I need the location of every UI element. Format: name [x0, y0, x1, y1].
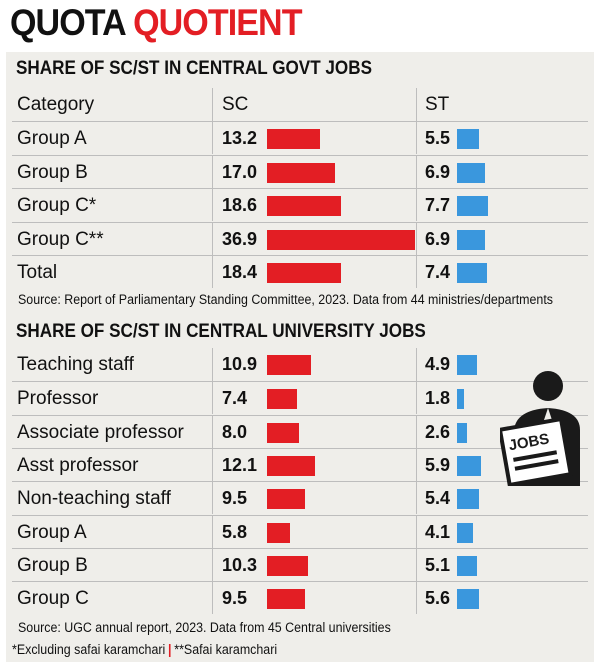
st-column-header: ST [425, 94, 450, 115]
st-bar [457, 162, 485, 183]
st-value-label: 5.4 [425, 488, 451, 509]
sc-value-label: 10.3 [222, 554, 258, 575]
sc-bar [267, 162, 335, 183]
sc-value-label: 5.8 [222, 521, 248, 542]
st-bar [457, 522, 474, 543]
footnote-safai: **Safai karamchari [174, 642, 278, 657]
table-row: Group C* 18.6 7.7 [12, 188, 588, 221]
govt-jobs-source: Source: Report of Parliamentary Standing… [18, 292, 553, 307]
govt-jobs-header-row: Category SC ST [12, 88, 588, 121]
st-value-label: 6.9 [425, 161, 451, 182]
table-row: Group B 10.3 5.1 [12, 547, 588, 581]
st-value-label: 4.9 [425, 354, 451, 374]
row-category: Group B [17, 554, 88, 576]
st-value-label: 5.9 [425, 454, 451, 475]
sc-column-header: SC [222, 94, 249, 115]
table-row: Group B 17.0 6.9 [12, 154, 588, 188]
sc-value-label: 9.5 [222, 588, 248, 609]
table-row: Total 18.4 7.4 [12, 255, 588, 288]
st-bar [457, 129, 479, 149]
st-bar [457, 196, 488, 216]
footnotes: *Excluding safai karamchari | **Safai kara… [12, 642, 277, 657]
footnote-separator: | [168, 642, 172, 657]
sc-bar [267, 589, 305, 610]
st-value-label: 5.5 [425, 128, 451, 148]
sc-value-label: 10.9 [222, 354, 258, 374]
govt-jobs-panel: SHARE OF SC/ST IN CENTRAL GOVT JOBS Cate… [6, 52, 594, 317]
sc-bar [267, 196, 342, 216]
university-jobs-source: Source: UGC annual report, 2023. Data fr… [18, 620, 391, 635]
sc-value-label: 7.4 [222, 388, 248, 409]
table-row: Non-teaching staff 9.5 5.4 [12, 481, 588, 515]
table-row: Teaching staff 10.9 4.9 [12, 348, 588, 381]
sc-bar [267, 489, 305, 510]
sc-bar [267, 129, 320, 149]
st-value-label: 7.7 [425, 195, 451, 215]
table-row: Professor 7.4 1.8 [12, 381, 588, 415]
row-category: Professor [17, 388, 99, 410]
sc-value-label: 18.4 [222, 262, 258, 282]
sc-bar [267, 229, 415, 250]
sc-value-label: 13.2 [222, 128, 258, 148]
row-category: Group B [17, 161, 88, 183]
row-category: Teaching staff [17, 354, 134, 375]
sc-bar [267, 455, 316, 476]
sc-value-label: 9.5 [222, 488, 248, 509]
st-bar [457, 555, 478, 576]
row-category: Group C* [17, 195, 97, 216]
sc-value-label: 8.0 [222, 421, 248, 442]
sc-value-label: 18.6 [222, 195, 258, 215]
st-bar [457, 422, 468, 443]
table-row: Group A 5.8 4.1 [12, 514, 588, 548]
st-bar [457, 389, 465, 410]
sc-bar [267, 522, 291, 543]
st-value-label: 7.4 [425, 262, 451, 282]
row-category: Asst professor [17, 454, 139, 476]
st-value-label: 6.9 [425, 228, 451, 249]
sc-bar [267, 422, 299, 443]
row-category: Group C [17, 588, 89, 610]
sc-bar [267, 555, 309, 576]
row-category: Group A [17, 128, 87, 149]
st-value-label: 5.6 [425, 588, 451, 609]
table-row: Group A 13.2 5.5 [12, 121, 588, 154]
jobs-newspaper-person-icon: JOBS [500, 371, 580, 486]
sc-value-label: 17.0 [222, 161, 258, 182]
row-category: Group A [17, 521, 87, 543]
st-bar [457, 263, 487, 283]
govt-jobs-heading: SHARE OF SC/ST IN CENTRAL GOVT JOBS [16, 58, 372, 79]
sc-bar [267, 263, 341, 283]
sc-value-label: 36.9 [222, 228, 258, 249]
title-word-quota: QUOTA [10, 2, 125, 43]
row-category: Non-teaching staff [17, 488, 171, 510]
st-bar [457, 455, 481, 476]
st-value-label: 4.1 [425, 521, 451, 542]
row-category: Total [17, 262, 58, 283]
st-bar [457, 355, 477, 375]
st-value-label: 1.8 [425, 388, 451, 409]
st-bar [457, 489, 479, 510]
row-category: Group C** [17, 228, 104, 250]
jobs-icon-label: JOBS [507, 431, 550, 455]
university-jobs-panel: SHARE OF SC/ST IN CENTRAL UNIVERSITY JOB… [6, 317, 594, 662]
footnote-excluding: *Excluding safai karamchari [12, 642, 166, 657]
university-jobs-heading: SHARE OF SC/ST IN CENTRAL UNIVERSITY JOB… [16, 321, 426, 342]
category-column-header: Category [17, 94, 95, 115]
st-value-label: 5.1 [425, 554, 451, 575]
table-row: Asst professor 12.1 5.9 [12, 447, 588, 481]
page-title: QUOTA QUOTIENT [10, 2, 303, 48]
st-value-label: 2.6 [425, 421, 451, 442]
sc-value-label: 12.1 [222, 454, 258, 475]
table-row: Group C 9.5 5.6 [12, 581, 588, 615]
row-category: Associate professor [17, 421, 184, 443]
st-bar [457, 589, 480, 610]
st-bar [457, 229, 485, 250]
sc-bar [267, 355, 311, 375]
sc-bar [267, 389, 297, 410]
table-row: Associate professor 8.0 2.6 [12, 414, 588, 448]
table-row: Group C** 36.9 6.9 [12, 221, 588, 255]
title-word-quotient: QUOTIENT [133, 2, 302, 43]
